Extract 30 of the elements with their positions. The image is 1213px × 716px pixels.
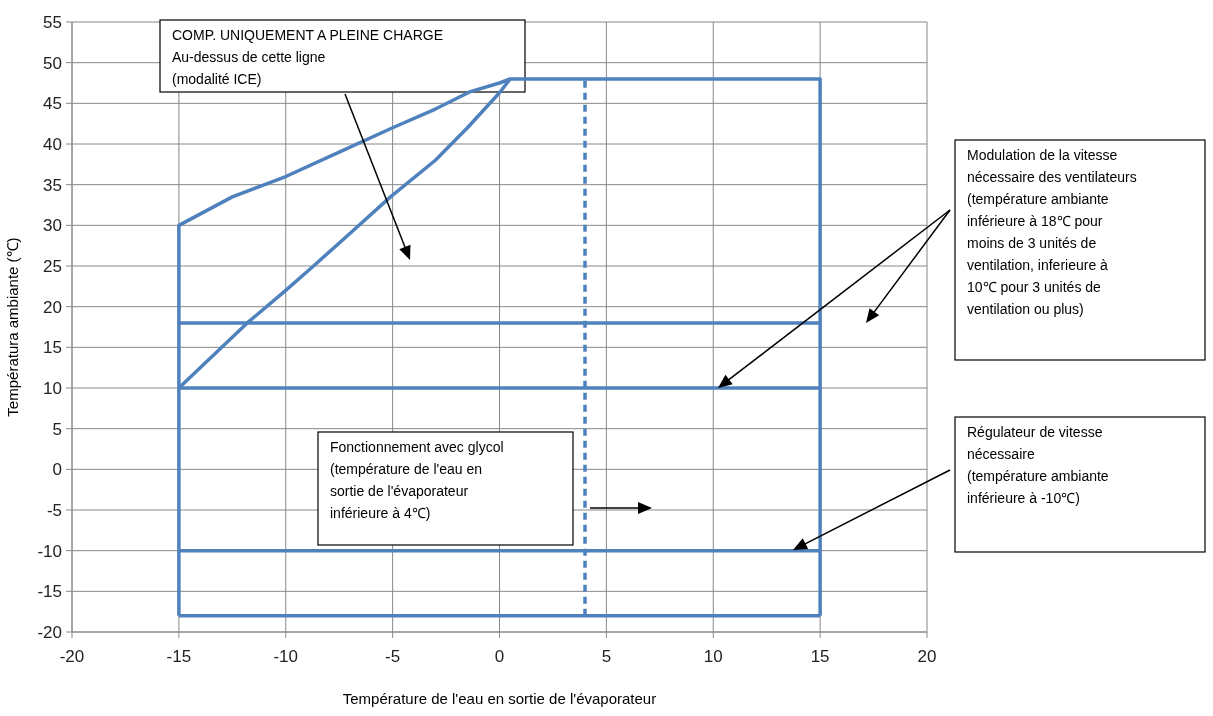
y-tick-label: 30 xyxy=(43,216,62,236)
y-tick-label: 0 xyxy=(52,460,62,480)
y-tick-label: 5 xyxy=(52,419,62,439)
y-tick-label: 15 xyxy=(43,338,62,358)
y-tick-label: 45 xyxy=(43,94,62,114)
x-axis-title: Température de l'eau en sortie de l'évaporateur xyxy=(342,690,657,707)
y-axis-title: Températura ambiante (℃) xyxy=(4,237,21,417)
text: Modulation de la vitesse nécessaire des ventilateurs (température ambiante inférieure à 18℃ pour moins de 3 unités de ventilation, inferieure à 10℃ pour 3 unités de ventilation ou plus) xyxy=(967,147,1137,317)
y-tick-label: 20 xyxy=(43,297,62,317)
x-tick-label: 10 xyxy=(703,647,723,666)
y-tick-label: 50 xyxy=(43,53,62,73)
x-tick-label: 5 xyxy=(601,647,612,666)
x-tick-label: 15 xyxy=(810,647,830,666)
y-tick-label: 25 xyxy=(43,256,62,276)
x-tick-label: 0 xyxy=(494,647,505,666)
text: Régulateur de vitesse nécessaire (température ambiante inférieure à -10℃) xyxy=(967,424,1109,506)
y-tick-label: 10 xyxy=(43,378,62,398)
y-tick-label: 40 xyxy=(43,134,62,154)
y-tick-label: -10 xyxy=(37,541,62,561)
x-tick-label: 20 xyxy=(917,647,937,666)
y-tick-label: -15 xyxy=(37,582,62,602)
y-tick-label: 55 xyxy=(43,12,62,32)
x-tick-label: -15 xyxy=(166,647,192,666)
annotation: Fonctionnement avec glycol (température de l'eau en sortie de l'évaporateur inférieure à 4℃) xyxy=(330,439,504,521)
y-tick-label: -5 xyxy=(46,500,62,520)
x-tick-label: -5 xyxy=(385,647,401,666)
x-tick-label: -10 xyxy=(273,647,299,666)
annotation: COMP. UNIQUEMENT A PLEINE CHARGE Au-dessus de cette ligne (modalité ICE) xyxy=(172,27,443,87)
y-tick-label: 35 xyxy=(43,175,62,195)
y-tick-label: -20 xyxy=(37,622,62,642)
